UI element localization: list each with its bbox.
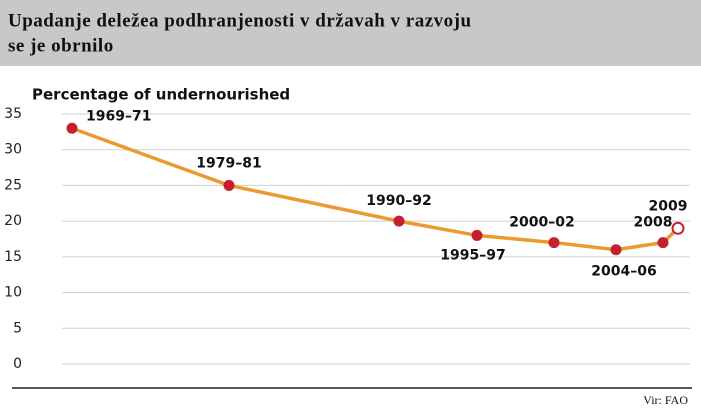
marker bbox=[657, 237, 669, 249]
y-tick-label: 10 bbox=[4, 285, 22, 301]
line bbox=[71, 126, 680, 252]
marker bbox=[393, 215, 405, 227]
chart-title: se je obrnilo bbox=[8, 35, 114, 56]
y-tick-label: 35 bbox=[4, 106, 22, 122]
chart-title: Upadanje deležea podhranjenosti v država… bbox=[8, 10, 472, 31]
y-tick-label: 15 bbox=[4, 249, 22, 265]
marker bbox=[548, 237, 560, 249]
marker bbox=[671, 221, 685, 235]
marker bbox=[471, 229, 483, 241]
point-label: 2004–06 bbox=[591, 264, 656, 280]
marker bbox=[610, 244, 622, 256]
marker bbox=[223, 179, 235, 191]
y-axis-title: Percentage of undernourished bbox=[32, 86, 290, 104]
point-label: 1990–92 bbox=[366, 193, 431, 209]
y-tick-label: 0 bbox=[13, 356, 22, 372]
point-label: 1995–97 bbox=[440, 247, 505, 263]
title-band bbox=[0, 0, 701, 66]
y-tick-label: 25 bbox=[4, 177, 22, 193]
source: Vir: FAO bbox=[643, 393, 688, 407]
point-label: 2000–02 bbox=[509, 215, 574, 231]
point-label: 1979–81 bbox=[196, 155, 261, 171]
y-tick-label: 30 bbox=[4, 142, 22, 158]
y-tick-label: 20 bbox=[4, 213, 22, 229]
marker bbox=[66, 122, 78, 134]
point-label: 2009 bbox=[649, 198, 688, 214]
point-label: 2008 bbox=[634, 215, 673, 231]
point-label: 1969–71 bbox=[86, 108, 151, 124]
y-tick-label: 5 bbox=[13, 320, 22, 336]
